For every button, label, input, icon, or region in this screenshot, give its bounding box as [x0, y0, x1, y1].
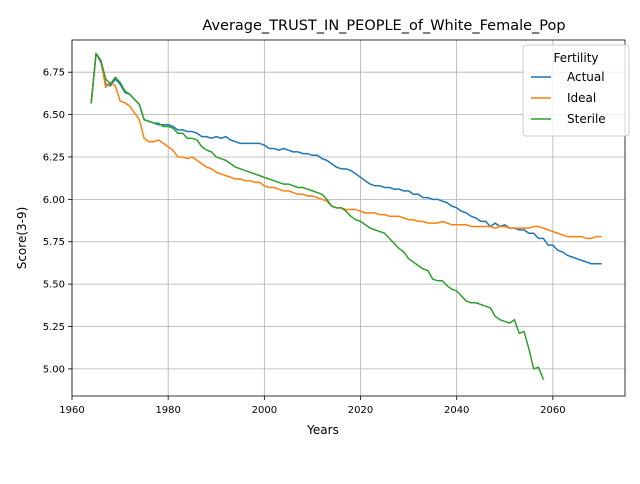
- y-tick-label: 5.00: [43, 364, 65, 375]
- legend-items: Actual Ideal Sterile: [531, 70, 606, 126]
- legend-title: Fertility: [553, 51, 598, 65]
- axis-ticks: 1960 1980 2000 2020 2040 2060 5.00 5.25 5.50 5.75…: [43, 68, 566, 416]
- y-tick-label: 6.50: [43, 110, 65, 121]
- y-tick-label: 6.00: [43, 195, 65, 206]
- legend-label-ideal: Ideal: [567, 91, 596, 105]
- series-line-ideal: [90, 52, 602, 240]
- series-lines: [90, 52, 602, 381]
- x-tick-label: 1960: [59, 405, 84, 416]
- y-tick-label: 6.25: [43, 152, 65, 163]
- y-tick-label: 6.75: [43, 68, 65, 79]
- y-tick-label: 5.75: [43, 237, 65, 248]
- series-line-sterile: [90, 52, 545, 381]
- y-tick-label: 5.25: [43, 322, 65, 333]
- x-tick-label: 2060: [540, 405, 565, 416]
- chart-title: Average_TRUST_IN_PEOPLE_of_White_Female_…: [202, 18, 565, 34]
- legend: Fertility Actual Ideal Sterile: [522, 44, 630, 137]
- y-tick-label: 5.50: [43, 280, 65, 291]
- y-axis-label: Score(3-9): [15, 207, 29, 270]
- x-tick-label: 2020: [348, 405, 373, 416]
- x-tick-label: 2000: [252, 405, 277, 416]
- x-tick-label: 1980: [155, 405, 180, 416]
- grid-lines: [71, 40, 625, 396]
- legend-label-actual: Actual: [567, 70, 605, 84]
- x-axis-label: Years: [306, 423, 339, 437]
- legend-frame: [522, 44, 630, 137]
- x-tick-label: 2040: [444, 405, 469, 416]
- axes-frame: [71, 39, 626, 397]
- legend-label-sterile: Sterile: [567, 112, 606, 126]
